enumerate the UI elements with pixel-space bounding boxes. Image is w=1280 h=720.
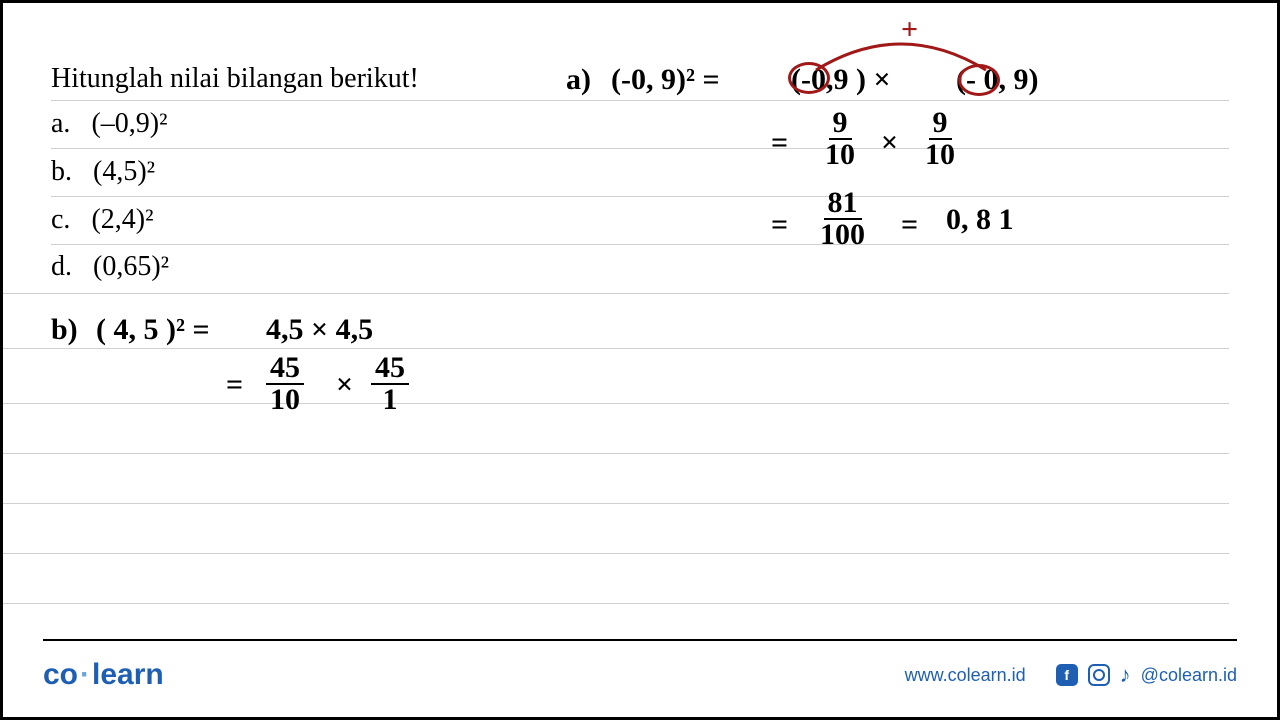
work-a-eq2: = <box>771 208 788 242</box>
problem-title: Hitunglah nilai bilangan berikut! <box>51 63 419 95</box>
website-link[interactable]: www.colearn.id <box>905 665 1026 686</box>
tiktok-icon[interactable]: ♪ <box>1120 664 1131 686</box>
rule-line <box>3 403 1229 404</box>
rule-line <box>51 100 1229 101</box>
footer-right: www.colearn.id f ♪ @colearn.id <box>905 664 1237 686</box>
rule-line <box>51 244 1229 245</box>
item-d-text: (0,65)² <box>93 251 169 282</box>
work-a-result: 0, 8 1 <box>946 203 1014 237</box>
logo-text-2: learn <box>92 658 164 691</box>
social-handle[interactable]: @colearn.id <box>1141 665 1237 686</box>
footer: co·learn www.colearn.id f ♪ @colearn.id <box>3 651 1277 699</box>
work-b-expr: ( 4, 5 )² = <box>96 313 210 347</box>
work-b-frac1: 4510 <box>266 353 304 415</box>
work-a-label: a) <box>566 63 591 97</box>
work-b-rhs: 4,5 × 4,5 <box>266 313 373 347</box>
work-b-times: × <box>336 368 353 402</box>
instagram-icon[interactable] <box>1088 664 1110 686</box>
logo-text-1: co <box>43 658 78 691</box>
item-c-label: c. (2,4)² <box>51 204 153 236</box>
item-a-text: (–0,9)² <box>91 108 167 139</box>
logo-dot: · <box>80 658 90 691</box>
work-b-eq1: = <box>226 368 243 402</box>
rule-line <box>3 348 1229 349</box>
work-a-eq1: = <box>771 126 788 160</box>
content-area: Hitunglah nilai bilangan berikut! a. (–0… <box>51 48 1229 642</box>
item-c-text: (2,4)² <box>91 204 153 235</box>
facebook-icon[interactable]: f <box>1056 664 1078 686</box>
work-a-times: × <box>881 126 898 160</box>
work-b-frac2: 451 <box>371 353 409 415</box>
work-a-expr: (-0, 9)² = <box>611 63 720 97</box>
rule-line <box>3 553 1229 554</box>
work-b-label: b) <box>51 313 78 347</box>
footer-divider <box>43 639 1237 641</box>
red-plus: + <box>901 13 918 47</box>
item-a-label: a. (–0,9)² <box>51 108 167 140</box>
rule-line <box>51 196 1229 197</box>
rule-line <box>3 503 1229 504</box>
work-a-eq3: = <box>901 208 918 242</box>
brand-logo: co·learn <box>43 658 164 692</box>
rule-line <box>3 603 1229 604</box>
item-b-label: b. (4,5)² <box>51 156 155 188</box>
item-b-text: (4,5)² <box>93 156 155 187</box>
work-a-frac3: 81100 <box>816 188 869 250</box>
rule-line <box>3 293 1229 294</box>
rule-line <box>51 148 1229 149</box>
rule-line <box>3 453 1229 454</box>
item-d-label: d. (0,65)² <box>51 251 169 283</box>
work-a-frac2: 910 <box>921 108 959 170</box>
work-a-frac1: 910 <box>821 108 859 170</box>
